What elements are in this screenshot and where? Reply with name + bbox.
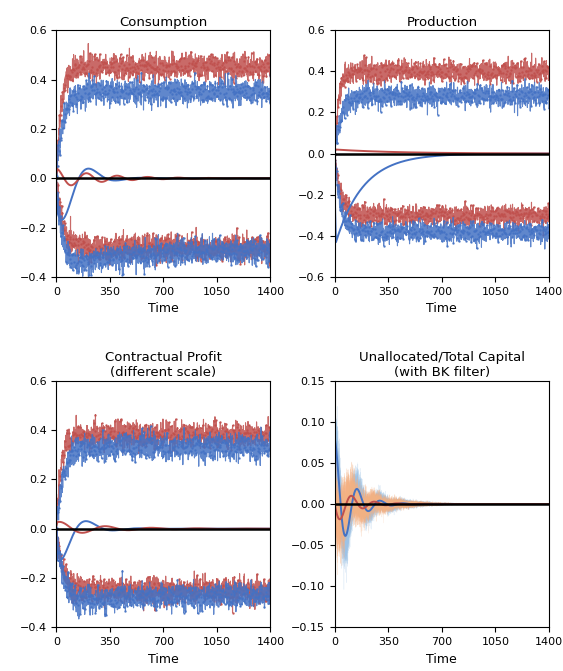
- Title: Consumption: Consumption: [119, 16, 208, 29]
- X-axis label: Time: Time: [148, 653, 179, 666]
- X-axis label: Time: Time: [426, 653, 457, 666]
- X-axis label: Time: Time: [148, 302, 179, 315]
- X-axis label: Time: Time: [426, 302, 457, 315]
- Title: Contractual Profit
(different scale): Contractual Profit (different scale): [105, 352, 222, 379]
- Title: Production: Production: [406, 16, 477, 29]
- Title: Unallocated/Total Capital
(with BK filter): Unallocated/Total Capital (with BK filte…: [359, 352, 525, 379]
